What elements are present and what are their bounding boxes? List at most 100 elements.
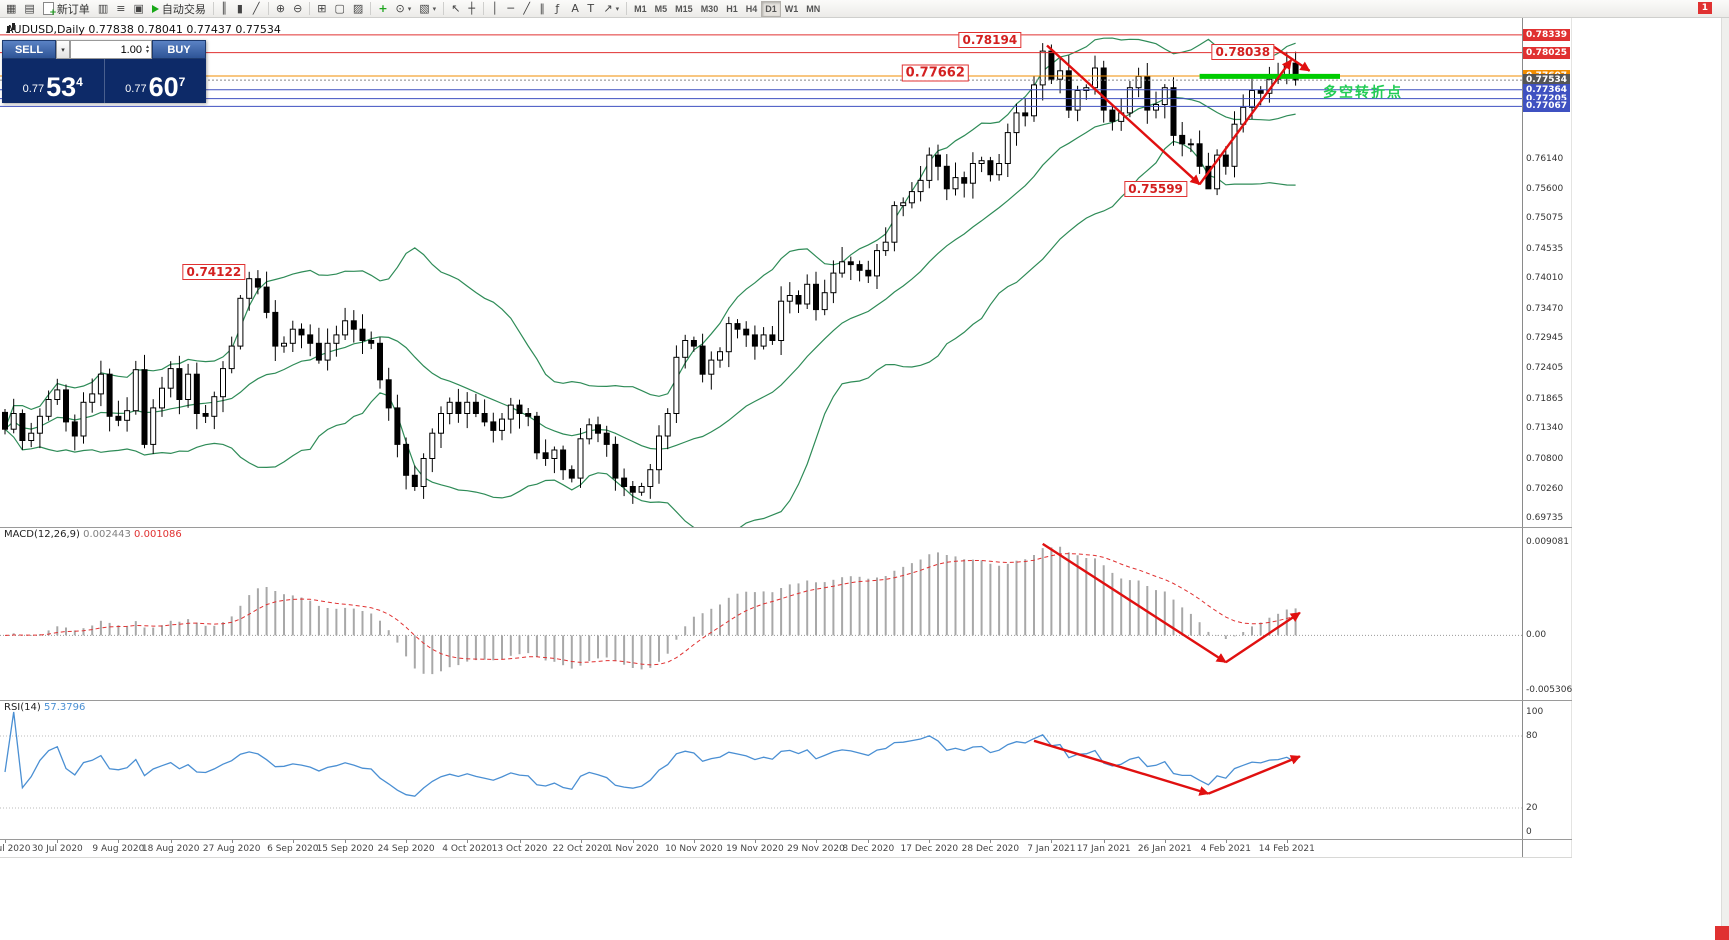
vertical-scrollbar[interactable] xyxy=(1721,18,1729,940)
price-chart-canvas[interactable] xyxy=(0,18,1522,527)
profiles-button[interactable]: ▤ xyxy=(20,1,38,17)
toolbar-separator xyxy=(370,2,372,15)
indicators-button[interactable]: + xyxy=(374,1,391,17)
panel-splitter[interactable] xyxy=(0,527,1572,528)
text-button[interactable]: A xyxy=(567,1,583,17)
arrows-button[interactable]: ↗ ▾ xyxy=(599,1,623,17)
buy-price-prefix: 0.77 xyxy=(125,83,147,95)
new-order-button[interactable]: 新订单 xyxy=(39,1,94,18)
volume-box: ▴▾ xyxy=(70,40,152,59)
zoom-out-button[interactable]: ⊖ xyxy=(289,1,306,17)
tf-mn[interactable]: MN xyxy=(802,1,824,17)
date-label: 22 Jul 2020 xyxy=(0,844,31,854)
trend-arrow[interactable] xyxy=(1033,739,1210,796)
tf-w1[interactable]: W1 xyxy=(781,1,803,17)
zoom-out-icon: ⊖ xyxy=(293,1,303,15)
candles xyxy=(2,43,1299,504)
price-axis-line[interactable] xyxy=(1522,18,1523,857)
buy-button[interactable]: BUY xyxy=(152,40,206,59)
date-label: 19 Nov 2020 xyxy=(726,844,784,854)
periods-button[interactable]: ⊙ ▾ xyxy=(392,1,416,17)
new-chart-button[interactable]: ▦ xyxy=(2,1,20,17)
auto-arrange-button[interactable]: ▢ xyxy=(331,1,349,17)
crosshair-button[interactable]: ┼ xyxy=(464,1,480,17)
tf-h1[interactable]: H1 xyxy=(722,1,742,17)
line-chart-button[interactable]: ╱ xyxy=(249,1,265,17)
tf-m5-label: M5 xyxy=(654,3,668,14)
price-annotation[interactable]: 0.75599 xyxy=(1124,180,1187,197)
doc-plus-icon xyxy=(42,2,57,18)
trade-options-caret[interactable]: ▾ xyxy=(56,40,70,59)
channel-button[interactable]: ∥ xyxy=(535,1,551,17)
cursor-button[interactable]: ↖ xyxy=(447,1,464,17)
chart-window-button[interactable]: ▥ xyxy=(94,1,112,17)
tf-h4[interactable]: H4 xyxy=(742,1,762,17)
trend-arrow[interactable] xyxy=(1225,611,1301,664)
trend-arrow[interactable] xyxy=(1046,44,1201,186)
turning-point-label[interactable]: 多空转折点 xyxy=(1323,85,1403,102)
spin-down-icon[interactable]: ▾ xyxy=(145,48,149,55)
buy-price-sup: 7 xyxy=(178,75,186,89)
date-tick xyxy=(231,840,233,843)
trendline-button[interactable]: ╱ xyxy=(519,1,535,17)
data-window-button[interactable]: ▣ xyxy=(129,1,147,17)
trend-arrow[interactable] xyxy=(1042,542,1227,664)
date-tick xyxy=(1051,840,1053,843)
price-tick: 0.75600 xyxy=(1526,183,1564,194)
fibonacci-button[interactable]: ƒ xyxy=(551,1,567,17)
date-label: 30 Jul 2020 xyxy=(31,844,83,854)
label-button[interactable]: T xyxy=(583,1,599,17)
trend-arrow[interactable] xyxy=(1273,45,1311,72)
vertical-line-button[interactable]: │ xyxy=(487,1,503,17)
tf-m15-label: M15 xyxy=(675,3,693,14)
price-annotation[interactable]: 0.74122 xyxy=(182,263,246,280)
tf-m1[interactable]: M1 xyxy=(630,1,651,17)
price-tick: 0.72405 xyxy=(1526,363,1564,374)
date-label: 15 Sep 2020 xyxy=(316,844,374,854)
volume-input[interactable] xyxy=(71,42,144,57)
price-annotation[interactable]: 0.78038 xyxy=(1211,44,1275,61)
one-click-trading-panel: SELL ▾ ▴▾ BUY 0.77 53 4 0.77 60 7 xyxy=(2,40,206,103)
volume-stepper[interactable]: ▴ ▾ xyxy=(144,43,151,55)
templates-button[interactable]: ▧ ▾ xyxy=(415,1,440,17)
tf-m30[interactable]: M30 xyxy=(697,1,723,17)
macd-canvas[interactable] xyxy=(0,528,1522,700)
zoom-in-button[interactable]: ⊕ xyxy=(272,1,289,17)
price-annotation[interactable]: 0.78194 xyxy=(958,31,1022,48)
panel-splitter[interactable] xyxy=(0,839,1572,840)
auto-trading-button[interactable]: 自动交易 xyxy=(148,1,210,17)
spin-up-icon[interactable]: ▴ xyxy=(145,43,149,50)
horizontal-line-button[interactable]: ─ xyxy=(503,1,519,17)
date-label: 10 Nov 2020 xyxy=(665,844,723,854)
resistance-line-2-label: 0.78025 xyxy=(1523,46,1570,59)
cascade-button[interactable]: ▨ xyxy=(349,1,367,17)
sell-button[interactable]: SELL xyxy=(2,40,56,59)
tf-m15[interactable]: M15 xyxy=(671,1,697,17)
macd-signal-value: 0.001086 xyxy=(134,529,182,540)
buy-price[interactable]: 0.77 60 7 xyxy=(105,59,207,103)
date-tick xyxy=(467,840,469,843)
play-icon xyxy=(151,4,159,13)
tf-d1[interactable]: D1 xyxy=(761,0,781,17)
alert-corner-marker xyxy=(1715,926,1729,940)
bar-chart-button[interactable]: ║ xyxy=(217,1,233,17)
market-depth-button[interactable]: ≡ xyxy=(112,1,129,17)
arrow-icon: ↗ xyxy=(603,1,613,15)
date-tick xyxy=(990,840,992,843)
price-tick: 0.71340 xyxy=(1526,423,1564,434)
trend-arrow[interactable] xyxy=(1207,755,1301,795)
tf-m5[interactable]: M5 xyxy=(651,1,672,17)
panel-splitter[interactable] xyxy=(0,700,1572,701)
candle-chart-button[interactable]: ▮ xyxy=(233,1,249,17)
depth-icon: ≡ xyxy=(116,1,126,15)
date-label: 9 Aug 2020 xyxy=(92,844,145,854)
date-label: 4 Oct 2020 xyxy=(442,844,493,854)
sell-price[interactable]: 0.77 53 4 xyxy=(2,59,105,103)
notification-badge[interactable]: 1 xyxy=(1697,2,1712,14)
price-annotation[interactable]: 0.77662 xyxy=(901,64,969,82)
tile-windows-button[interactable]: ⊞ xyxy=(313,1,330,17)
tf-mn-label: MN xyxy=(806,3,821,14)
rsi-canvas[interactable] xyxy=(0,701,1522,839)
trend-arrow[interactable] xyxy=(1198,59,1293,186)
